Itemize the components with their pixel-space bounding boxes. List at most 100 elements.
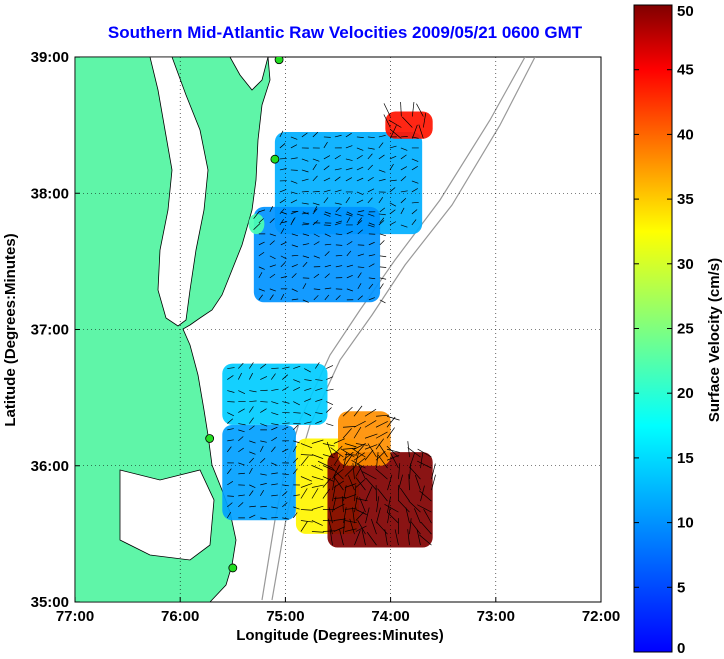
- velocity-arrow: [311, 476, 324, 481]
- velocity-arrow: [423, 509, 432, 524]
- velocity-arrow: [354, 485, 357, 502]
- x-tick-label: 74:00: [371, 608, 409, 625]
- colorbar-ticks: 0 5 10 15 20 25 30 35 40 45 50: [634, 3, 694, 657]
- velocity-arrow: [345, 132, 352, 138]
- velocity-arrow: [414, 508, 421, 524]
- y-axis: 35:00 36:00 37:00 38:00 39:00: [31, 49, 80, 611]
- velocity-arrow: [379, 283, 384, 290]
- velocity-arrow: [368, 254, 376, 257]
- velocity-arrow: [301, 132, 308, 138]
- velocity-arrow: [364, 449, 374, 461]
- velocity-arrow: [368, 241, 375, 246]
- velocity-arrow: [362, 471, 377, 480]
- velocity-arrow: [238, 362, 244, 369]
- velocity-arrow: [302, 222, 310, 225]
- velocity-arrow: [342, 406, 353, 417]
- velocity-arrow: [334, 168, 342, 171]
- velocity-arrow: [293, 365, 301, 369]
- velocity-arrow: [301, 158, 309, 162]
- grid-lines: [75, 57, 601, 602]
- velocity-arrow: [258, 272, 263, 279]
- velocity-arrow: [301, 223, 309, 226]
- y-tick-label: 35:00: [31, 594, 69, 611]
- velocity-arrow: [376, 507, 381, 524]
- velocity-arrow: [346, 288, 353, 292]
- velocity-arrow: [301, 169, 309, 173]
- velocity-arrow: [258, 218, 264, 224]
- velocity-arrow: [304, 398, 312, 402]
- velocity-arrow: [357, 229, 363, 235]
- velocity-arrow: [249, 451, 256, 455]
- delaware-bay: [229, 57, 269, 91]
- velocity-arrow: [271, 462, 278, 466]
- velocity-arrow: [291, 273, 297, 279]
- velocity-arrow: [342, 428, 352, 439]
- velocity-arrow: [291, 233, 299, 237]
- velocity-arrow: [332, 485, 336, 502]
- velocity-arrow: [379, 299, 386, 304]
- velocity-arrow: [400, 198, 407, 204]
- velocity-arrow: [322, 454, 335, 459]
- velocity-arrow: [355, 525, 367, 532]
- velocity-arrow: [259, 445, 264, 453]
- velocity-arrow: [271, 472, 278, 475]
- velocity-arrow: [327, 518, 333, 535]
- velocity-arrow: [311, 531, 324, 533]
- velocity-arrow: [227, 502, 233, 508]
- velocity-arrow: [335, 233, 343, 236]
- velocity-arrow: [326, 376, 334, 380]
- velocity-arrow: [339, 529, 344, 546]
- velocity-arrow: [249, 425, 255, 431]
- velocity-arrow: [302, 299, 309, 303]
- colorbar-tick-label: 5: [677, 579, 685, 596]
- velocity-arrow: [324, 251, 330, 257]
- velocity-arrow: [324, 273, 330, 279]
- velocity-arrow: [293, 506, 300, 510]
- velocity-arrow: [249, 457, 255, 464]
- velocity-arrow: [326, 365, 334, 369]
- velocity-arrow: [269, 273, 276, 279]
- velocity-arrow: [416, 103, 424, 117]
- velocity-arrow: [322, 478, 331, 488]
- velocity-arrow: [271, 426, 278, 431]
- velocity-arrow: [311, 484, 324, 488]
- velocity-arrow: [238, 447, 244, 453]
- velocity-arrow: [386, 511, 399, 524]
- velocity-arrow: [411, 201, 419, 204]
- velocity-arrow: [238, 390, 246, 395]
- velocity-arrow: [311, 520, 323, 526]
- velocity-arrow: [409, 463, 412, 480]
- velocity-arrow: [280, 276, 288, 279]
- velocity-arrow: [357, 295, 363, 301]
- velocity-arrow: [301, 202, 309, 205]
- velocity-arrow: [300, 476, 313, 482]
- velocity-arrow: [410, 521, 421, 535]
- velocity-arrow: [304, 388, 312, 391]
- velocity-arrow: [431, 463, 436, 480]
- velocity-arrow: [330, 447, 344, 458]
- velocity-arrow: [313, 295, 319, 301]
- velocity-arrow: [326, 407, 332, 413]
- velocity-arrow: [315, 379, 323, 381]
- velocity-arrow: [389, 187, 396, 193]
- velocity-arrow: [323, 213, 331, 217]
- velocity-arrow: [379, 255, 387, 258]
- velocity-arrow: [290, 157, 298, 160]
- velocity-arrow: [249, 505, 256, 508]
- velocity-arrow: [375, 450, 386, 461]
- velocity-arrow: [400, 487, 410, 502]
- velocity-arrow: [280, 241, 287, 246]
- velocity-arrow: [346, 274, 353, 279]
- velocity-arrow: [293, 412, 301, 414]
- velocity-arrow: [357, 520, 366, 535]
- velocity-arrow: [387, 507, 391, 524]
- station-marker-0: [274, 57, 284, 65]
- velocity-arrow: [302, 243, 310, 246]
- velocity-arrow: [355, 457, 366, 466]
- velocity-arrow: [400, 154, 407, 160]
- velocity-arrow: [326, 423, 334, 427]
- velocity-arrow: [367, 213, 375, 217]
- velocity-arrow: [366, 531, 377, 546]
- velocity-arrow: [302, 255, 310, 259]
- velocity-arrow: [322, 530, 335, 532]
